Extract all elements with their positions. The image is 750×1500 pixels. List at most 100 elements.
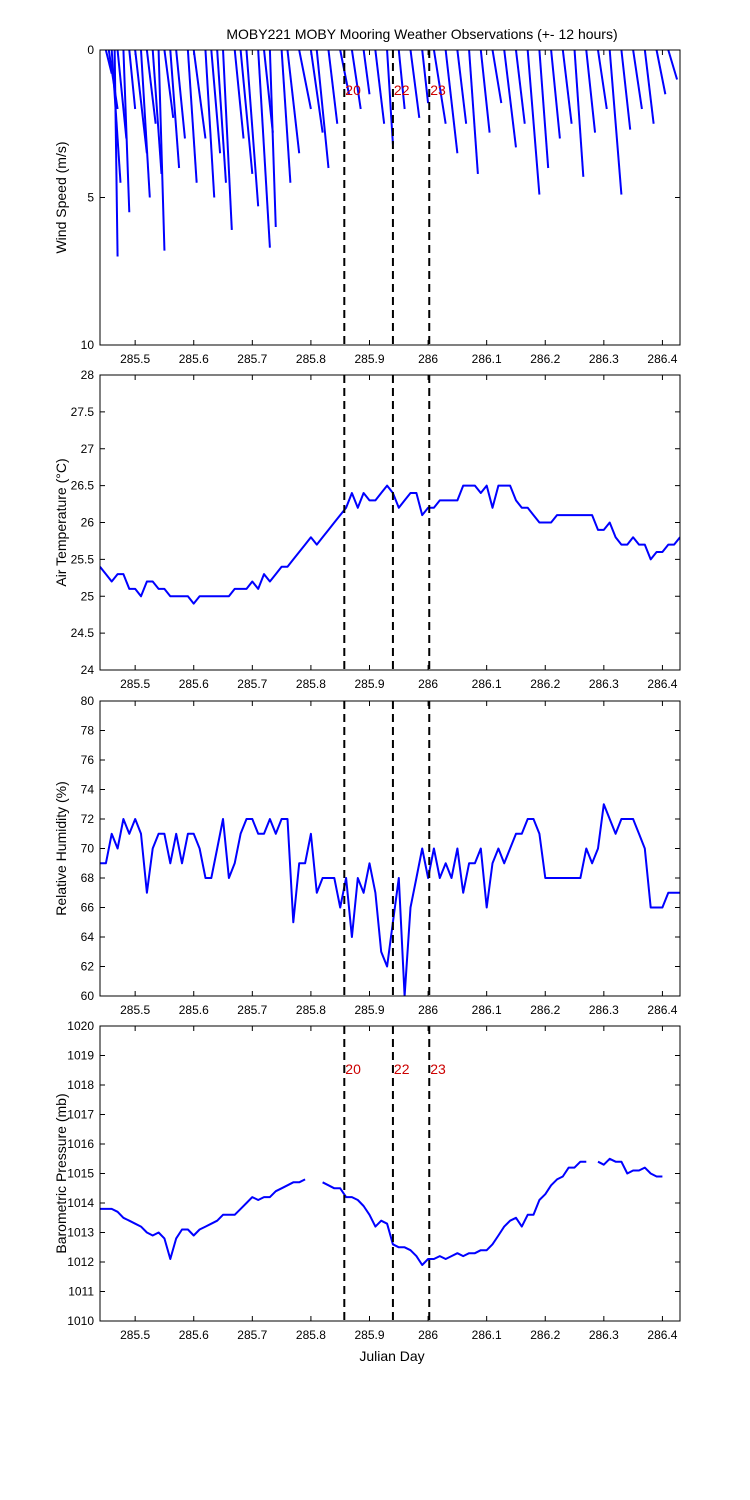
x-tick-label: 285.5 [120, 1003, 150, 1017]
wind-stick [374, 50, 386, 124]
wind-stick [397, 50, 406, 110]
wind-stick [216, 50, 227, 183]
wind-stick [286, 50, 301, 154]
wind-stick [339, 50, 350, 95]
y-tick-label: 62 [81, 960, 95, 974]
wind-stick [468, 50, 479, 174]
wind-stick [573, 50, 585, 177]
wind-stick [526, 50, 541, 195]
wind-stick [421, 50, 430, 104]
y-tick-label: 28 [81, 368, 95, 382]
y-tick-label: 80 [81, 694, 95, 708]
wind-stick [210, 50, 222, 154]
x-tick-label: 285.7 [237, 677, 267, 691]
wind-stick [596, 50, 608, 110]
wind-stick [667, 50, 679, 80]
wind-stick [491, 50, 503, 104]
wind-stick [585, 50, 597, 133]
wind-stick [514, 50, 526, 124]
wind-stick [116, 50, 128, 139]
wind-stick [632, 50, 643, 110]
x-tick-label: 286.2 [530, 352, 560, 366]
x-tick-label: 286 [418, 352, 438, 366]
wind-stick [444, 50, 459, 154]
event-marker-label: 20 [345, 1061, 361, 1077]
y-tick-label: 1015 [67, 1167, 94, 1181]
wind-stick [169, 50, 181, 169]
x-tick-label: 285.7 [237, 1003, 267, 1017]
wind-stick [122, 50, 131, 213]
x-tick-label: 285.7 [237, 1328, 267, 1342]
x-tick-label: 286.4 [647, 352, 677, 366]
x-axis-label: Julian Day [359, 1348, 424, 1364]
wind-stick [175, 50, 186, 139]
data-layer [104, 50, 679, 257]
data-layer [100, 484, 680, 605]
x-tick-label: 286 [418, 1328, 438, 1342]
x-tick-label: 285.9 [354, 677, 384, 691]
event-marker-label: 23 [430, 82, 446, 98]
y-tick-label: 1010 [67, 1314, 94, 1328]
figure-title: MOBY221 MOBY Mooring Weather Observation… [226, 26, 617, 42]
x-tick-label: 285.8 [296, 677, 326, 691]
wind-stick [134, 50, 148, 154]
x-tick-label: 285.7 [237, 352, 267, 366]
x-tick-label: 286.1 [472, 1328, 502, 1342]
y-axis-label: Wind Speed (m/s) [53, 141, 69, 253]
y-tick-label: 24 [81, 663, 95, 677]
wind-stick [620, 50, 632, 130]
y-tick-label: 1012 [67, 1255, 94, 1269]
y-tick-label: 26.5 [71, 479, 95, 493]
x-tick-label: 285.5 [120, 1328, 150, 1342]
wind-stick [145, 50, 157, 124]
y-tick-label: 72 [81, 812, 95, 826]
x-tick-label: 286.3 [589, 1003, 619, 1017]
x-tick-label: 286.2 [530, 1003, 560, 1017]
wind-stick [432, 50, 447, 124]
wind-stick [268, 50, 277, 228]
x-tick-label: 286.1 [472, 1003, 502, 1017]
wind-stick [456, 50, 468, 124]
y-tick-label: 68 [81, 871, 95, 885]
y-tick-label: 27.5 [71, 405, 95, 419]
x-tick-label: 286.2 [530, 677, 560, 691]
wind-stick [113, 50, 119, 257]
x-tick-label: 286.4 [647, 1003, 677, 1017]
panel-airtemp: 24 24.5 25 25.5 26 26.5 27 27.5 28 285.5 285.6 285.… [53, 368, 681, 691]
wind-stick [409, 50, 421, 118]
x-tick-label: 286.3 [589, 352, 619, 366]
y-tick-label: 74 [81, 783, 95, 797]
x-tick-label: 286.3 [589, 677, 619, 691]
y-axis-label: Air Temperature (°C) [53, 458, 69, 586]
x-tick-label: 286.1 [472, 352, 502, 366]
wind-stick [157, 50, 166, 251]
x-tick-label: 285.8 [296, 1328, 326, 1342]
x-tick-label: 285.6 [179, 1328, 209, 1342]
event-marker-label: 22 [394, 1061, 410, 1077]
y-tick-label: 1016 [67, 1137, 94, 1151]
x-tick-label: 286.4 [647, 677, 677, 691]
wind-stick [239, 50, 254, 174]
y-tick-label: 64 [81, 930, 95, 944]
wind-stick [186, 50, 198, 183]
wind-stick [222, 50, 233, 230]
panel-humidity: 60 62 64 66 68 70 72 74 76 78 80 285.5 285.6 285.7 285… [53, 694, 681, 1017]
y-tick-label: 0 [87, 43, 94, 57]
x-tick-label: 285.6 [179, 352, 209, 366]
y-tick-label: 1018 [67, 1078, 94, 1092]
y-axis-label: Relative Humidity (%) [53, 781, 69, 916]
x-tick-label: 286 [418, 1003, 438, 1017]
panel-pressure: 1010 1011 1012 1013 1014 1015 1016 1017 1018 1019… [53, 1019, 681, 1342]
y-tick-label: 26 [81, 516, 95, 530]
wind-stick [479, 50, 491, 133]
x-tick-label: 285.9 [354, 1003, 384, 1017]
event-marker-label: 22 [394, 82, 410, 98]
wind-stick [128, 50, 137, 110]
x-tick-label: 285.6 [179, 1003, 209, 1017]
wind-stick [140, 50, 151, 198]
y-tick-label: 1017 [67, 1108, 94, 1122]
wind-stick [561, 50, 573, 124]
x-tick-label: 285.5 [120, 352, 150, 366]
wind-stick [503, 50, 517, 148]
